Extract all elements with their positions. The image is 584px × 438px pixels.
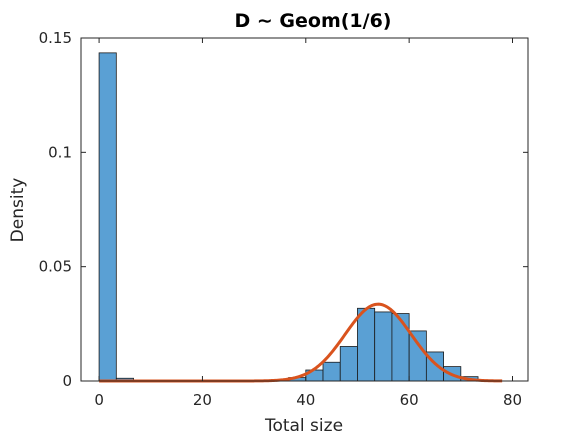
histogram-bars — [98, 52, 479, 382]
histogram-bar — [98, 52, 117, 382]
y-axis-tick-labels: 0 0.05 0.1 0.15 — [39, 29, 72, 390]
histogram-bar — [339, 346, 358, 382]
histogram-bar — [357, 307, 376, 382]
histogram-bar — [408, 330, 427, 382]
y-axis-label: Density — [8, 178, 28, 243]
x-tick-label: 80 — [503, 391, 522, 409]
x-axis-tick-labels: 0 20 40 60 80 — [94, 391, 522, 409]
histogram-bar — [374, 311, 393, 382]
x-tick-label: 0 — [94, 391, 104, 409]
x-tick-label: 60 — [400, 391, 419, 409]
plot-background — [81, 38, 528, 381]
y-tick-label: 0 — [62, 372, 72, 390]
x-tick-label: 20 — [193, 391, 212, 409]
histogram-bar — [322, 361, 341, 382]
plot-area — [80, 37, 529, 383]
x-axis-label: Total size — [264, 416, 343, 436]
histogram-bar — [391, 313, 410, 382]
x-tick-label: 40 — [296, 391, 315, 409]
y-tick-label: 0.05 — [39, 258, 72, 276]
y-tick-label: 0.15 — [39, 29, 72, 47]
plot-box — [80, 37, 529, 382]
chart-title: D ∼ Geom(1/6) — [234, 10, 391, 32]
y-tick-label: 0.1 — [48, 143, 72, 161]
